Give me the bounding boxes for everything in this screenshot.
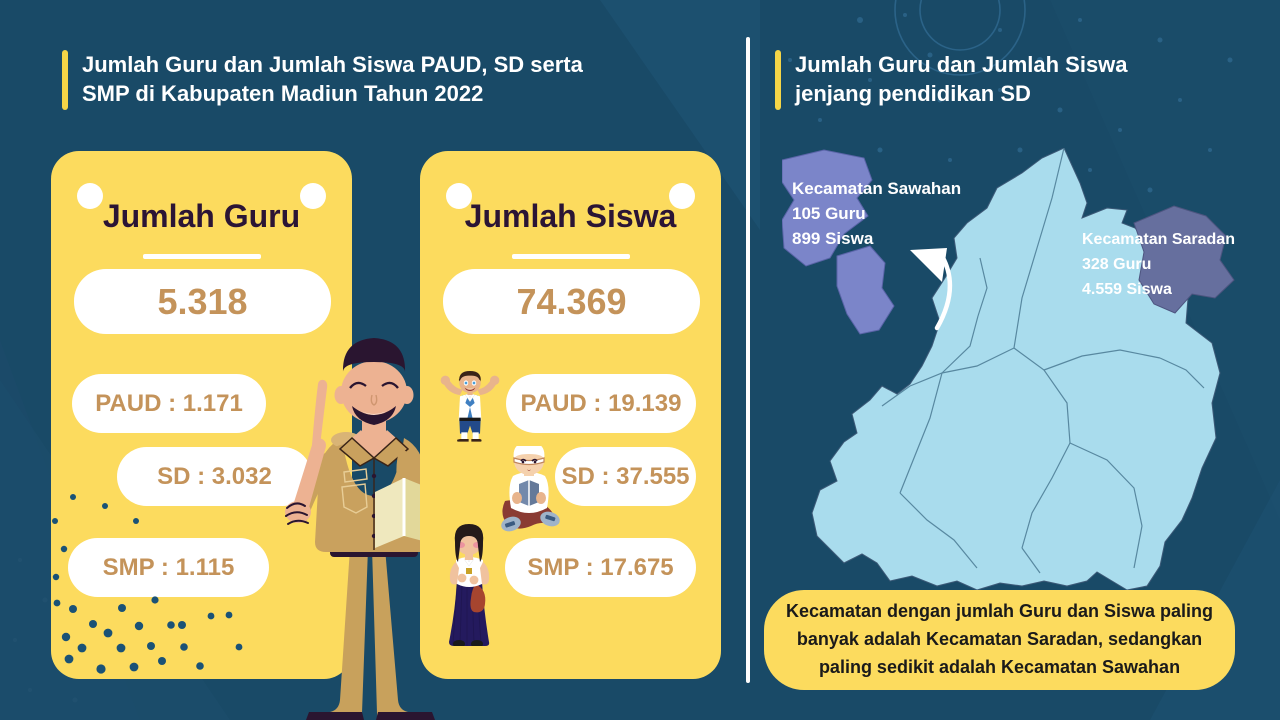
svg-text:Kecamatan Sawahan: Kecamatan Sawahan xyxy=(792,179,961,198)
svg-text:899 Siswa: 899 Siswa xyxy=(792,229,874,248)
svg-text:105 Guru: 105 Guru xyxy=(792,204,866,223)
svg-text:4.559 Siswa: 4.559 Siswa xyxy=(1082,281,1172,298)
svg-text:Kecamatan Saradan: Kecamatan Saradan xyxy=(1082,231,1235,248)
svg-text:328 Guru: 328 Guru xyxy=(1082,256,1151,273)
